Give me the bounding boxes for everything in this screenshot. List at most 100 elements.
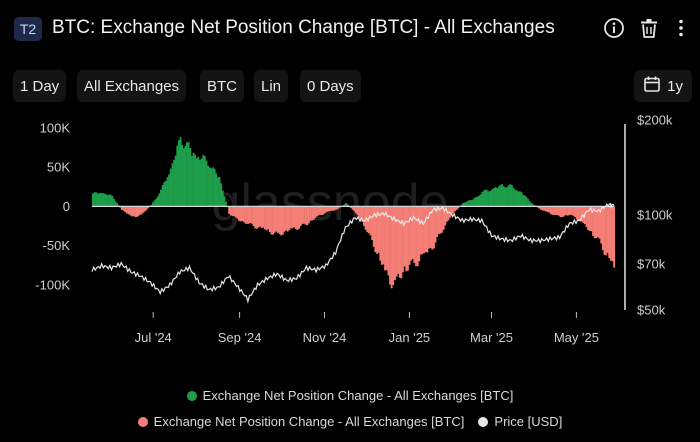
negative-bar [377, 206, 380, 253]
negative-bar [424, 206, 427, 253]
y-right-tick-label: $50k [637, 303, 666, 318]
negative-bar [566, 206, 568, 216]
positive-bar [171, 163, 174, 207]
negative-bar [405, 206, 408, 272]
negative-bar [445, 206, 448, 222]
negative-bar [557, 206, 560, 216]
exchange-button[interactable]: All Exchanges [77, 70, 187, 102]
negative-bar [545, 206, 547, 212]
positive-bar [109, 194, 112, 207]
legend-dot [478, 416, 489, 427]
range-button[interactable]: 1y [634, 70, 692, 102]
negative-bar [312, 206, 315, 220]
positive-bar [504, 187, 507, 207]
negative-bar [600, 206, 603, 244]
positive-bar [182, 148, 185, 207]
negative-bar [410, 206, 413, 261]
negative-bar [431, 206, 434, 250]
negative-bar [384, 206, 387, 269]
positive-bar [195, 158, 198, 207]
negative-bar [264, 206, 266, 230]
negative-bar [249, 206, 252, 224]
negative-bar [379, 206, 382, 261]
x-tick-label: May '25 [554, 330, 599, 345]
positive-bar [108, 194, 110, 207]
positive-bar [221, 190, 224, 207]
sma-button[interactable]: 0 Days [300, 70, 361, 102]
negative-bar [291, 206, 294, 229]
negative-bar [124, 206, 127, 213]
negative-bar [572, 206, 575, 216]
positive-bar [155, 198, 158, 207]
negative-bar [145, 206, 148, 211]
negative-bar [421, 206, 424, 255]
positive-bar [194, 154, 197, 207]
negative-bar [574, 206, 577, 218]
negative-bar [230, 206, 232, 216]
negative-bar [320, 206, 323, 215]
asset-button[interactable]: BTC [200, 70, 244, 102]
positive-bar [518, 191, 521, 207]
negative-bar [553, 206, 555, 216]
negative-bar [569, 206, 572, 215]
positive-bar [179, 137, 182, 207]
negative-bar [611, 206, 614, 262]
negative-bar [268, 206, 271, 233]
negative-bar [559, 206, 562, 217]
legend-item-negative[interactable]: Exchange Net Position Change - All Excha… [137, 414, 464, 429]
positive-bar [150, 204, 153, 207]
negative-bar [278, 206, 281, 234]
negative-bar [280, 206, 283, 236]
negative-bar [281, 206, 284, 235]
negative-bar [142, 206, 145, 213]
positive-bar [158, 193, 161, 207]
scale-button[interactable]: Lin [254, 70, 289, 102]
positive-bar [187, 142, 190, 207]
positive-bar [510, 185, 513, 207]
positive-bar [177, 139, 180, 207]
negative-bar [247, 206, 250, 224]
info-icon[interactable] [601, 15, 627, 41]
positive-bar [168, 174, 171, 207]
negative-bar [358, 206, 361, 218]
trash-icon[interactable] [636, 15, 662, 41]
negative-bar [283, 206, 286, 232]
positive-bar [189, 148, 192, 207]
negative-bar [251, 206, 253, 224]
y-left-tick-label: 0 [63, 199, 70, 214]
right-axis: $200k $100k $70k $50k [624, 113, 673, 318]
legend-item-positive[interactable]: Exchange Net Position Change - All Excha… [186, 388, 513, 403]
negative-bar [324, 206, 326, 214]
negative-bar [538, 206, 541, 209]
price-line [91, 202, 615, 304]
negative-bar [436, 206, 439, 237]
legend-item-price[interactable]: Price [USD] [478, 414, 562, 429]
positive-bar [527, 198, 529, 207]
negative-bar [402, 206, 404, 273]
resolution-button[interactable]: 1 Day [13, 70, 67, 102]
x-tick-label: Sep '24 [218, 330, 262, 345]
positive-bar [468, 200, 471, 207]
price-series-line [91, 202, 615, 304]
negative-bar [306, 206, 309, 225]
more-vertical-icon[interactable] [668, 15, 694, 41]
negative-bar [259, 206, 262, 227]
negative-bar [608, 206, 611, 259]
y-left-tick-label: -100K [35, 277, 70, 292]
negative-bar [389, 206, 391, 285]
x-axis: Jul '24 Sep '24 Nov '24 Jan '25 Mar '25 May '… [135, 312, 599, 345]
negative-bar [311, 206, 313, 221]
positive-bar [476, 196, 479, 207]
positive-bar [483, 190, 486, 207]
positive-bar [346, 204, 349, 207]
negative-bar [270, 206, 273, 235]
negative-bar [294, 206, 297, 230]
positive-bar [225, 201, 227, 207]
negative-bar [376, 206, 378, 254]
negative-bar [265, 206, 268, 231]
negative-bar [329, 206, 331, 212]
x-tick-label: Nov '24 [303, 330, 347, 345]
positive-bar [491, 189, 494, 207]
positive-bar [343, 204, 346, 207]
negative-bar [335, 206, 338, 210]
